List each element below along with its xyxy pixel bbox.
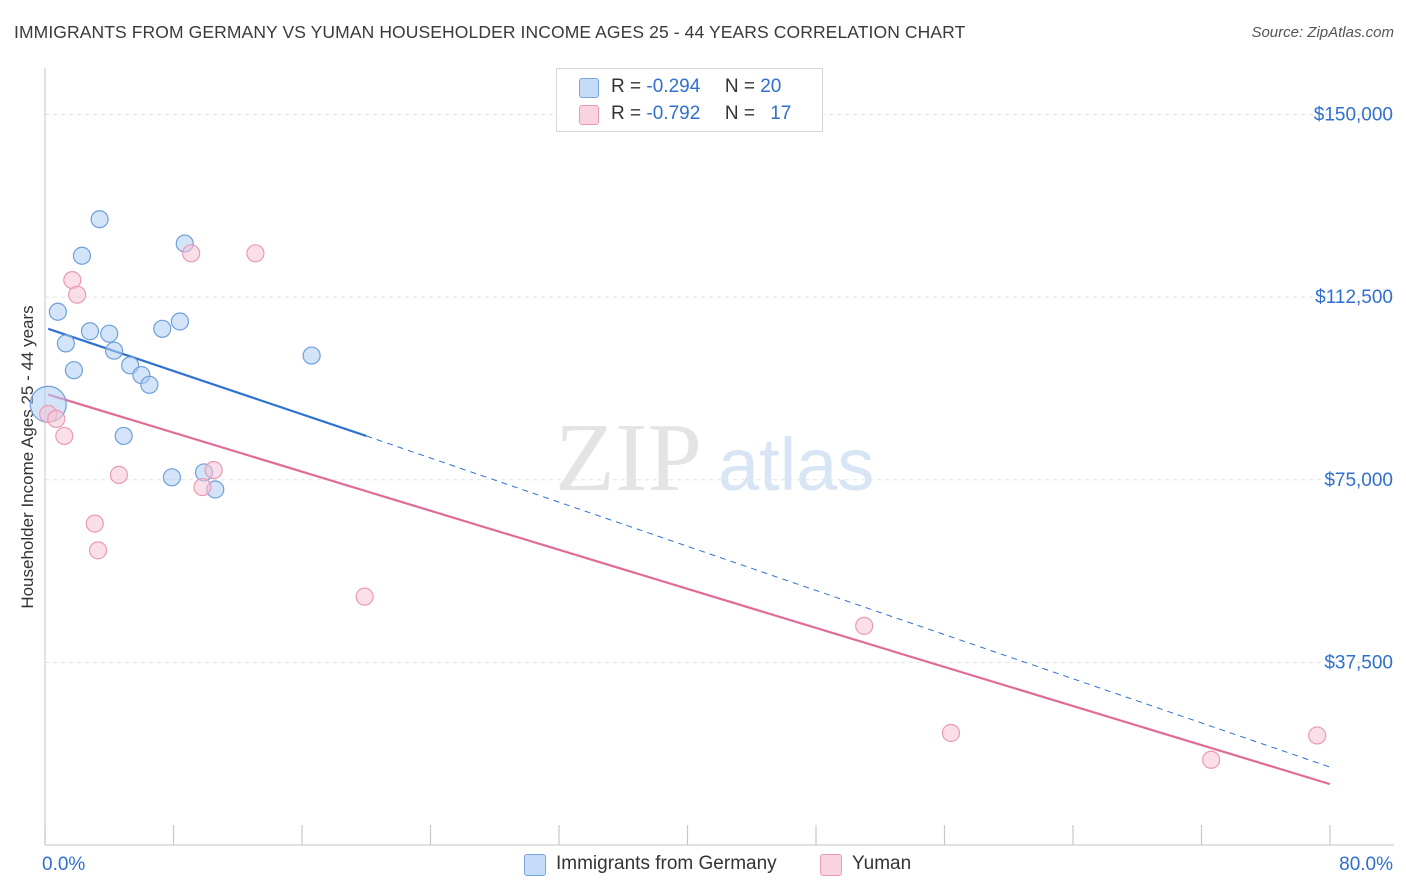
bottom-legend-swatch-yuman [820,854,842,876]
data-point [68,285,87,304]
bottom-legend-label-germany: Immigrants from Germany [556,853,777,874]
data-points [29,210,1327,769]
data-point [302,346,321,365]
x-tick-label: 0.0% [42,854,85,875]
data-point [193,477,212,497]
y-tick-label: $112,500 [1315,287,1393,308]
chart-title: IMMIGRANTS FROM GERMANY VS YUMAN HOUSEHO… [14,22,966,42]
bottom-legend-swatch-germany [524,854,546,876]
data-point [140,375,159,394]
y-tick-labels: $37,500 $75,000 $112,500 $150,000 [1314,105,1393,674]
legend-r-label: R = [611,76,642,97]
bottom-legend-label-yuman: Yuman [852,853,912,874]
data-point [100,324,119,343]
data-point [47,409,66,428]
legend-swatch-germany [579,78,599,98]
legend-r-value: -0.792 [646,103,701,124]
axes [44,68,1394,846]
trend-line-extension [366,435,1331,768]
legend-n-label: N = [724,103,755,124]
data-point [153,319,172,338]
data-point [855,616,874,635]
source-credit: Source: ZipAtlas.com [1251,24,1394,41]
data-point [182,244,201,263]
grid-lines [45,114,1394,663]
trend-line [47,327,367,437]
data-point [1202,750,1221,769]
watermark: ZIP atlas [555,404,874,512]
data-point [56,334,75,353]
data-point [355,587,374,606]
data-point [114,426,133,446]
data-point [170,312,190,331]
legend-r-value: -0.294 [646,76,701,97]
data-point [72,246,92,265]
trend-line [47,393,1331,786]
legend-n-label: N = [724,76,755,97]
x-tick-labels: 0.0% 80.0% [42,854,1393,875]
y-tick-label: $150,000 [1314,105,1393,126]
data-point [48,302,67,321]
legend-r-label: R = [611,103,642,124]
watermark-atlas: atlas [718,423,874,506]
data-point [85,514,104,533]
legend-swatch-yuman [579,105,599,125]
data-point [1308,726,1327,745]
data-point [941,723,961,743]
data-point [64,361,84,380]
data-point [204,460,223,480]
trend-lines [47,327,1331,786]
correlation-legend: R = -0.294 N = 20 R = -0.792 N = 17 [556,68,823,132]
data-point [162,468,181,487]
data-point [80,322,100,341]
x-tick-label: 80.0% [1339,854,1393,875]
y-tick-label: $75,000 [1324,470,1393,491]
data-point [246,244,265,263]
watermark-zip: ZIP [555,404,702,512]
data-point [109,465,128,484]
legend-n-value: 20 [760,76,782,97]
data-point [55,426,74,446]
data-point [90,210,109,229]
legend-n-value: 17 [770,103,792,124]
data-point [88,541,108,560]
data-point [104,341,124,360]
y-tick-label: $37,500 [1324,652,1393,673]
